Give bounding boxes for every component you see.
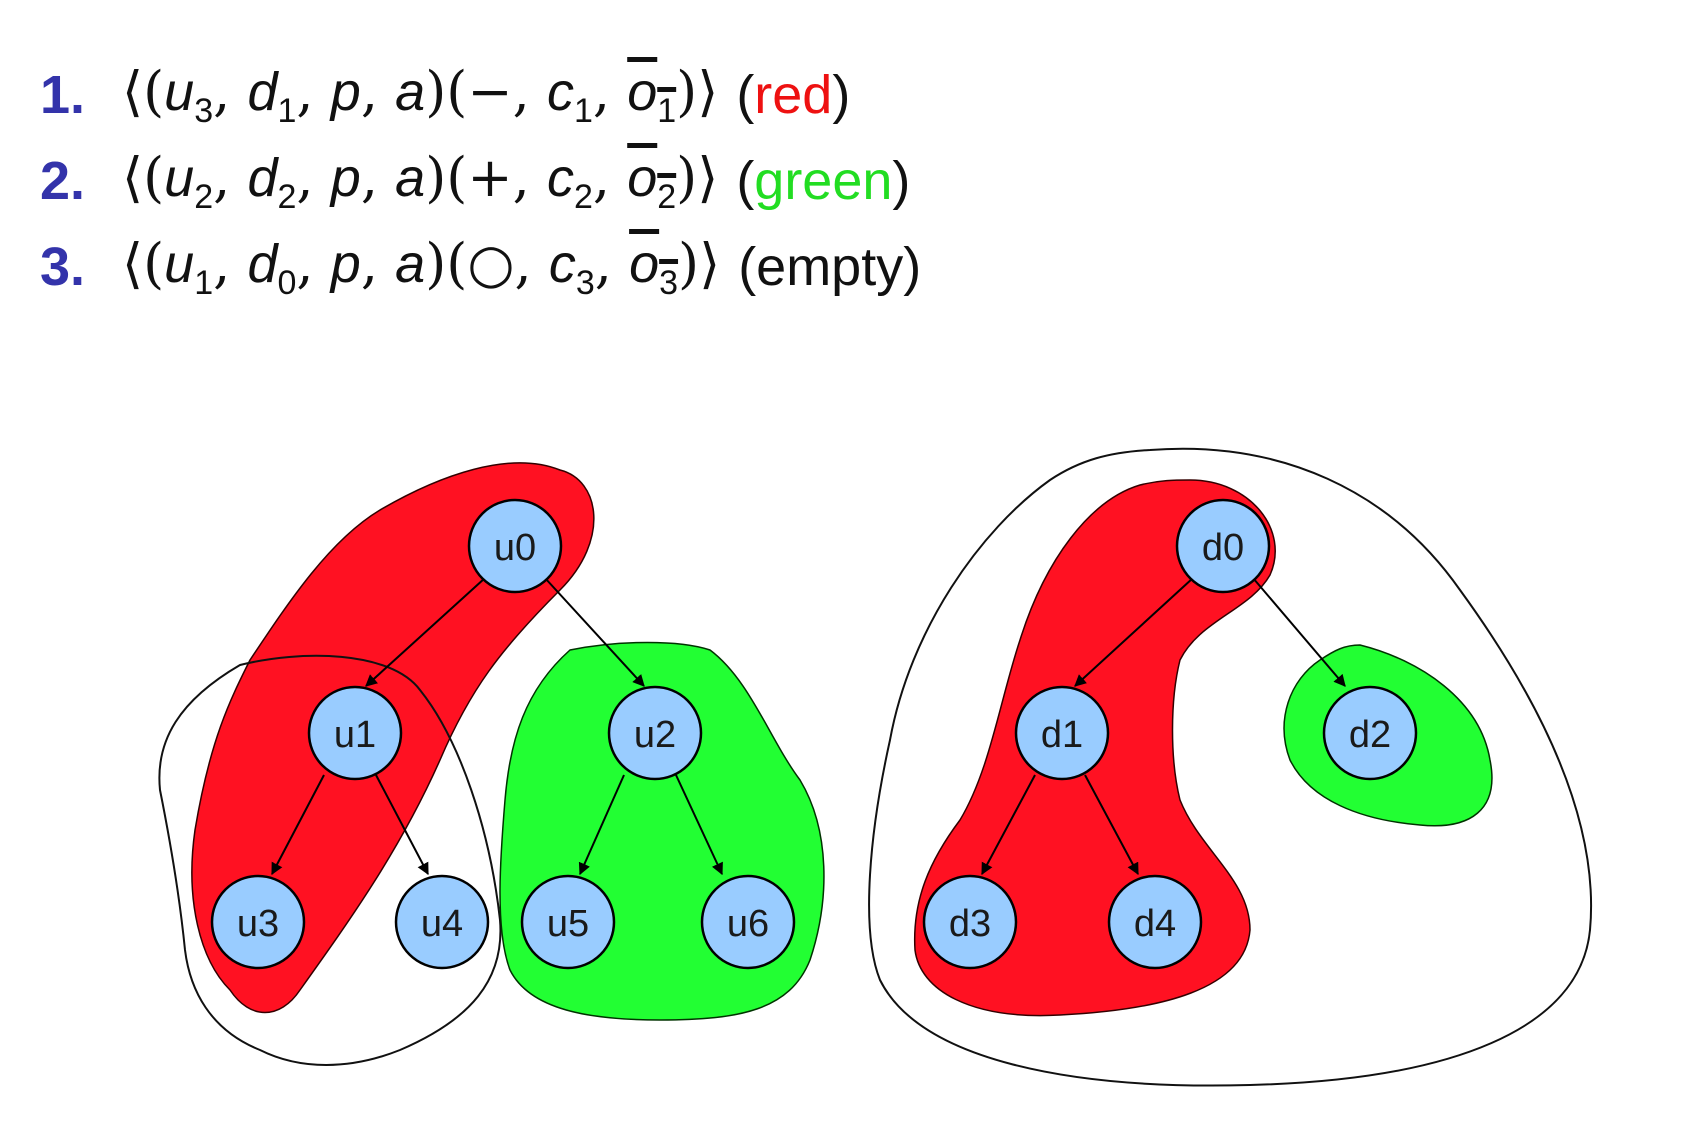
svg-text:d4: d4 [1134,903,1176,945]
svg-text:u1: u1 [334,714,376,756]
rule-number: 1. [40,65,86,125]
rules-list: 1. ⟨(u3, d1, p, a)(−, c1, o1)⟩ (red) 2. … [40,52,921,310]
svg-text:d1: d1 [1041,714,1083,756]
edge-d0-d2 [1252,577,1346,687]
svg-text:d3: d3 [949,903,991,945]
rule-color-label: (green) [736,151,911,211]
node-d2: d2 [1322,685,1418,781]
node-u3: u3 [210,874,306,970]
svg-text:u6: u6 [727,903,769,945]
edge-d1-d4 [1084,774,1139,876]
node-d4: d4 [1107,874,1203,970]
edge-d0-d1 [1074,577,1194,687]
edge-u0-u2 [544,577,645,687]
node-d1: d1 [1014,685,1110,781]
empty-region-data-tree [868,447,1592,1087]
node-u2: u2 [607,685,703,781]
edge-u2-u6 [675,774,723,876]
node-u0: u0 [467,498,563,594]
node-u5: u5 [520,874,616,970]
node-d3: d3 [922,874,1018,970]
edge-d1-d3 [981,774,1036,876]
edge-u2-u5 [578,774,625,876]
edge-u1-u3 [271,774,325,876]
svg-text:u0: u0 [494,527,536,569]
rule-color-label: (empty) [738,237,922,297]
rule-formula: ⟨(u3, d1, p, a)(−, c1, o1)⟩ [122,59,719,130]
rule-formula: ⟨(u2, d2, p, a)(+, c2, o2)⟩ [122,145,719,216]
node-u4: u4 [394,874,490,970]
rule-color-label: (red) [736,65,851,125]
rule-2: 2. ⟨(u2, d2, p, a)(+, c2, o2)⟩ (green) [40,138,921,224]
rule-formula: ⟨(u1, d0, p, a)(○, c3, o3)⟩ [122,231,721,302]
rule-3: 3. ⟨(u1, d0, p, a)(○, c3, o3)⟩ (empty) [40,224,921,310]
node-u6: u6 [700,874,796,970]
svg-text:u4: u4 [421,903,463,945]
svg-text:u5: u5 [547,903,589,945]
rule-1: 1. ⟨(u3, d1, p, a)(−, c1, o1)⟩ (red) [40,52,921,138]
svg-text:u2: u2 [634,714,676,756]
edge-u0-u1 [365,577,486,687]
svg-text:u3: u3 [237,903,279,945]
svg-text:d0: d0 [1202,527,1244,569]
node-d0: d0 [1175,498,1271,594]
node-u1: u1 [307,685,403,781]
edge-u1-u4 [375,774,429,876]
rule-number: 3. [40,237,86,297]
svg-text:d2: d2 [1349,714,1391,756]
empty-region-u1-u3-u4 [158,654,502,1066]
rule-number: 2. [40,151,86,211]
